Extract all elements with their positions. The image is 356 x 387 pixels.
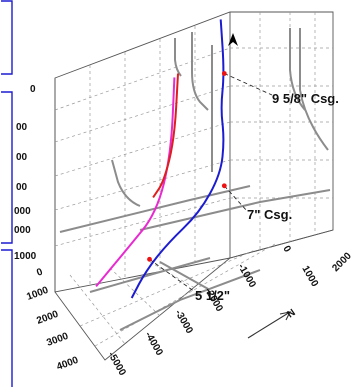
annotation-layer: 9 5/8" Csg. 7" Csg. 5 1/2" <box>147 71 339 303</box>
panel-box-middle <box>1 91 13 244</box>
series-2-line <box>152 73 179 198</box>
side-tick-7: 2000 <box>330 250 354 274</box>
series-0-line <box>130 19 225 299</box>
front-tick-2: 2000 <box>35 309 60 327</box>
chart-frame <box>54 11 334 361</box>
north-arrow: N <box>247 307 298 339</box>
panel-box-bottom <box>1 249 13 387</box>
front-tick-1: 1000 <box>25 285 50 303</box>
depth-tick-3: 00 <box>16 182 28 193</box>
annotation-2-leader <box>149 258 196 293</box>
depth-tick-1: 00 <box>16 122 28 133</box>
annotation-0-marker <box>221 71 227 76</box>
annotation-0-label: 9 5/8" Csg. <box>272 91 339 106</box>
side-axis: -5000 -4000 -3000 -2000 -1000 0 1000 200… <box>105 244 354 378</box>
side-tick-1: -4000 <box>142 330 165 358</box>
trajectory-arrowhead <box>228 33 238 46</box>
depth-tick-5: 000 <box>14 225 31 236</box>
annotation-2-marker <box>147 256 152 262</box>
side-tick-6: 1000 <box>299 264 320 289</box>
front-tick-4: 4000 <box>55 355 80 373</box>
side-tick-2: -3000 <box>172 308 195 336</box>
depth-tick-2: 00 <box>16 152 28 163</box>
depth-tick-0: 0 <box>30 84 36 95</box>
panel-box-top <box>1 0 13 75</box>
wall-projections <box>59 28 331 331</box>
series-1-line <box>95 77 176 288</box>
side-tick-0: -5000 <box>105 350 128 378</box>
depth-axis: 0 00 00 00 000 000 1000 <box>14 84 37 262</box>
front-tick-3: 3000 <box>45 331 70 349</box>
depth-tick-4: 000 <box>14 206 31 217</box>
annotation-1-marker <box>221 183 227 189</box>
series-layer <box>95 19 225 299</box>
front-axis: 0 1000 2000 3000 4000 <box>25 266 80 372</box>
annotation-0-leader <box>224 73 273 96</box>
annotation-1-label: 7" Csg. <box>247 207 292 222</box>
side-tick-4: -1000 <box>235 262 258 290</box>
front-tick-0: 0 <box>35 266 44 278</box>
depth-tick-6: 1000 <box>14 251 37 262</box>
annotation-2-label: 5 1/2" <box>195 288 230 303</box>
side-tick-5: 0 <box>280 244 293 255</box>
annotation-1-leader <box>223 185 248 212</box>
